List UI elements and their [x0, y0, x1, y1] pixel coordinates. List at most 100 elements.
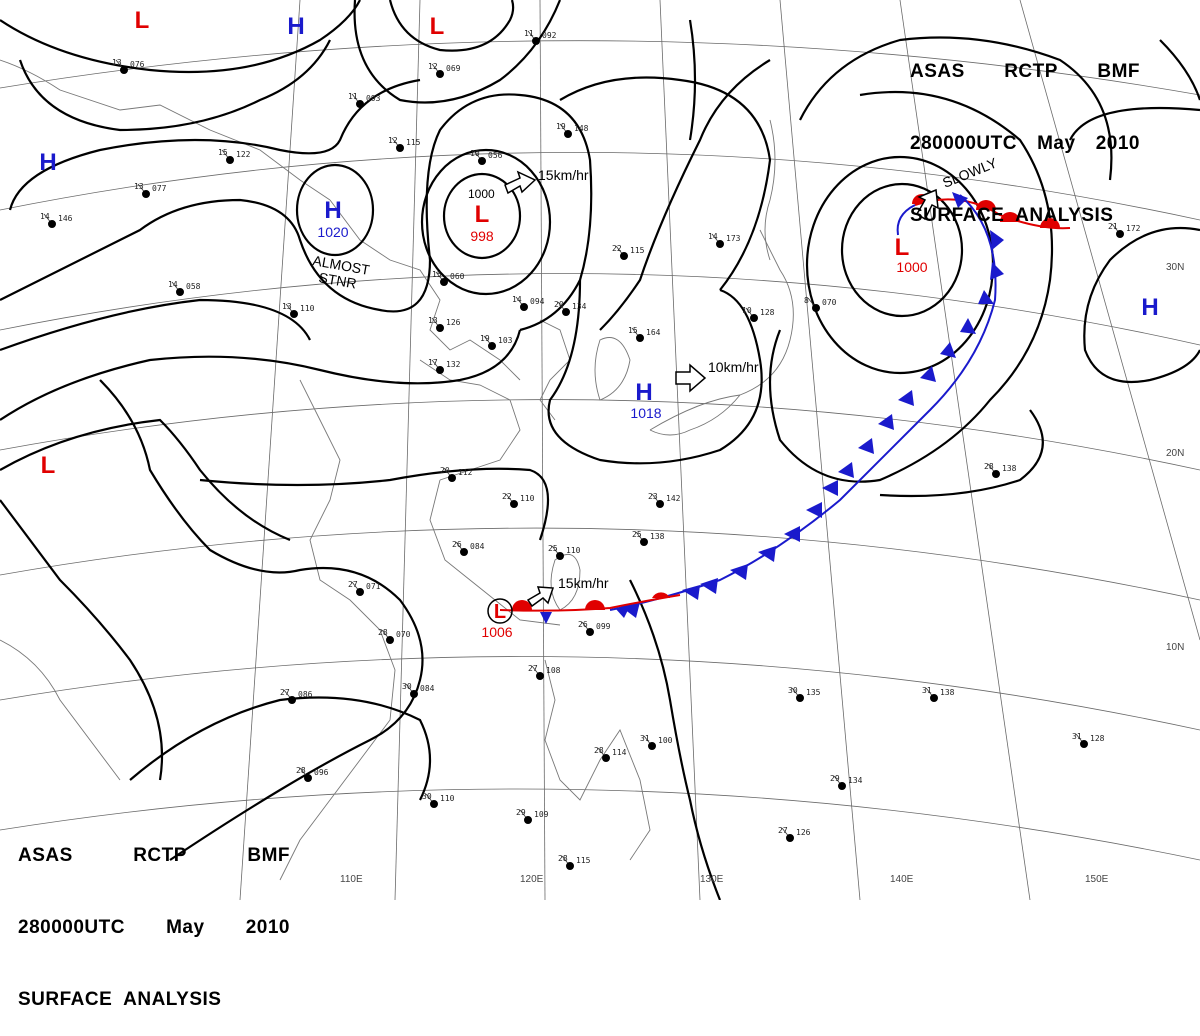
pressure-values: 1020 998 1018 1000 1006 — [317, 224, 927, 640]
isobar — [1159, 39, 1200, 101]
cold-front-triangle — [700, 578, 718, 594]
station-circle-icon — [430, 800, 438, 808]
station-temp: 28 — [558, 854, 568, 863]
low-pressure-symbol: L — [475, 201, 490, 228]
station-plot: 29 109 — [516, 808, 549, 824]
isobar — [0, 418, 291, 542]
station-circle-icon — [656, 500, 664, 508]
header-time: 280000UTC — [18, 917, 125, 938]
station-circle-icon — [524, 816, 532, 824]
station-circle-icon — [356, 100, 364, 108]
station-plot: 15 122 — [218, 148, 251, 164]
station-plot: 22 110 — [502, 492, 535, 508]
pressure-centers: L H L H H L H L H L L — [39, 7, 1158, 623]
station-pressure: 099 — [596, 622, 611, 631]
station-temp: 19 — [556, 122, 566, 131]
station-plot: 25 138 — [632, 530, 665, 546]
coastline — [0, 639, 121, 781]
station-temp: 20 — [440, 466, 450, 475]
station-pressure: 115 — [630, 246, 645, 255]
station-temp: 28 — [296, 766, 306, 775]
low-pressure-symbol: L — [430, 13, 445, 40]
isobar — [0, 298, 311, 352]
chart-header-bottom: ASAS RCTP BMF 280000UTC May 2010 SURFACE… — [18, 796, 290, 1036]
station-pressure: 115 — [576, 856, 591, 865]
station-plot: 28 114 — [594, 746, 627, 762]
station-temp: 27 — [528, 664, 538, 673]
warm-front-semicircle — [1040, 218, 1060, 228]
station-pressure: 084 — [420, 684, 435, 693]
station-pressure: 093 — [366, 94, 381, 103]
motion-arrow-icon — [915, 188, 939, 221]
station-pressure: 110 — [566, 546, 581, 555]
cold-front-triangle — [682, 585, 700, 600]
station-temp: 27 — [280, 688, 290, 697]
station-plot: 29 134 — [830, 774, 863, 790]
isobar — [129, 696, 432, 801]
longitude-label: 150E — [1085, 874, 1109, 885]
pressure-value: 1006 — [481, 624, 512, 640]
cold-front-triangle — [838, 462, 854, 478]
isobar — [547, 279, 763, 465]
isobar — [199, 467, 550, 541]
station-pressure: 070 — [822, 298, 837, 307]
station-circle-icon — [586, 628, 594, 636]
isobar — [420, 148, 552, 296]
station-circle-icon — [290, 310, 298, 318]
station-circle-icon — [386, 636, 394, 644]
station-circle-icon — [838, 782, 846, 790]
warm-front-semicircle — [585, 600, 605, 610]
station-pressure: 110 — [440, 794, 455, 803]
station-pressure: 070 — [396, 630, 411, 639]
cold-front-triangle — [898, 390, 914, 406]
high-pressure-symbol: H — [39, 149, 56, 176]
station-pressure: 103 — [498, 336, 513, 345]
station-plot: 31 138 — [922, 686, 955, 702]
station-pressure: 128 — [760, 308, 775, 317]
header-year: 2010 — [245, 917, 290, 938]
station-temp: 27 — [778, 826, 788, 835]
station-plot: 19 148 — [556, 122, 589, 138]
isobar-high-1020 — [295, 163, 375, 257]
station-temp: 31 — [640, 734, 650, 743]
station-circle-icon — [288, 696, 296, 704]
isobar — [0, 0, 361, 74]
header-row: ASAS RCTP BMF — [910, 60, 1140, 84]
motion-arrows — [504, 170, 939, 608]
station-plot: 14 094 — [512, 295, 545, 311]
station-temp: 28 — [984, 462, 994, 471]
low-pressure-symbol: L — [41, 452, 56, 479]
station-plot: 30 135 — [788, 686, 821, 702]
station-circle-icon — [620, 252, 628, 260]
pressure-value: 1020 — [317, 224, 348, 240]
station-plot: 25 110 — [548, 544, 581, 560]
parallel — [0, 656, 1200, 731]
stationary-front-line — [499, 594, 681, 612]
philippines-coast — [544, 659, 651, 861]
station-temp: 22 — [502, 492, 512, 501]
station-pressure: 112 — [458, 468, 473, 477]
station-circle-icon — [48, 220, 56, 228]
station-pressure: 076 — [130, 60, 145, 69]
header-title: SURFACE ANALYSIS — [18, 989, 222, 1010]
station-circle-icon — [532, 37, 540, 45]
station-circle-icon — [796, 694, 804, 702]
station-circle-icon — [142, 190, 150, 198]
station-temp: 27 — [348, 580, 358, 589]
cold-front-triangle — [858, 438, 874, 454]
station-plot: 13 077 — [134, 182, 167, 198]
station-pressure: 084 — [470, 542, 485, 551]
station-temp: 14 — [512, 295, 522, 304]
coastline — [0, 59, 331, 201]
station-plot: 8 070 — [804, 296, 837, 312]
header-time: 280000UTC — [910, 133, 1017, 154]
header-month: May — [1037, 133, 1076, 154]
isobar — [353, 0, 562, 104]
isobar — [0, 499, 164, 781]
parallel — [0, 788, 1200, 861]
coastline — [764, 119, 776, 261]
station-temp: 15 — [218, 148, 228, 157]
station-plot: 20 134 — [554, 300, 587, 316]
station-circle-icon — [478, 157, 486, 165]
high-pressure-symbol: H — [635, 379, 652, 406]
